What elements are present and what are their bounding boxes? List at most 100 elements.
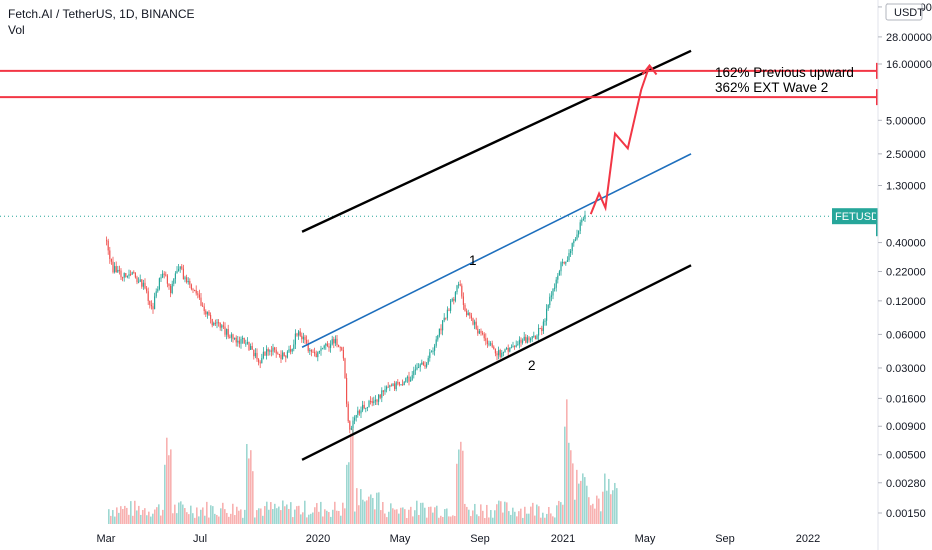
candle-body xyxy=(402,384,404,386)
volume-bar xyxy=(444,509,446,524)
volume-bar xyxy=(240,509,242,524)
y-tick-label: 5.00000 xyxy=(886,115,926,127)
volume-bar xyxy=(254,517,256,524)
y-tick-label: 0.06000 xyxy=(886,329,926,341)
volume-bar xyxy=(450,516,452,524)
candle-body xyxy=(566,260,568,262)
volume-bar xyxy=(462,450,464,524)
candle-body xyxy=(442,320,444,331)
candle-body xyxy=(211,318,213,326)
volume-bar xyxy=(272,509,274,524)
candle-body xyxy=(536,335,538,340)
candle-body xyxy=(392,383,394,387)
candle-body xyxy=(117,269,119,273)
candle-body xyxy=(518,339,520,345)
candle-body xyxy=(250,346,252,350)
candle-body xyxy=(216,322,218,324)
volume-bar xyxy=(472,510,474,524)
candle-body xyxy=(523,336,525,341)
candle-body xyxy=(414,369,416,371)
volume-bar xyxy=(390,503,392,524)
candle-body xyxy=(491,343,493,347)
candle-body xyxy=(448,309,450,311)
volume-bar xyxy=(228,516,230,524)
volume-bar xyxy=(502,512,504,524)
volume-bar xyxy=(110,515,112,524)
candle-body xyxy=(333,339,335,344)
candle-body xyxy=(435,339,437,346)
candle-body xyxy=(426,363,428,367)
volume-bar xyxy=(338,510,340,524)
volume-bar xyxy=(416,500,418,524)
volume-bar xyxy=(556,505,558,524)
volume-bar xyxy=(278,506,280,524)
volume-bar xyxy=(154,509,156,524)
volume-bar xyxy=(380,510,382,524)
candle-body xyxy=(418,367,420,369)
volume-bar xyxy=(540,517,542,524)
volume-bar xyxy=(612,490,614,524)
candle-body xyxy=(154,296,156,310)
volume-bar xyxy=(544,517,546,524)
candle-body xyxy=(379,394,381,398)
volume-bar xyxy=(392,508,394,524)
candle-body xyxy=(560,262,562,272)
candle-body xyxy=(232,334,234,339)
volume-bar xyxy=(268,509,270,524)
candle-body xyxy=(302,336,304,340)
candle-body xyxy=(547,305,549,309)
volume-bar xyxy=(324,509,326,524)
candle-body xyxy=(304,336,306,340)
candle-body xyxy=(323,345,325,349)
volume-bar xyxy=(232,503,234,524)
candle-body xyxy=(570,250,572,254)
candle-body xyxy=(389,385,391,387)
candle-body xyxy=(432,350,434,352)
volume-bar xyxy=(206,501,208,524)
candle-body xyxy=(478,331,480,334)
volume-bar xyxy=(108,509,110,524)
candle-body xyxy=(462,296,464,305)
candle-body xyxy=(272,347,274,352)
volume-bar xyxy=(198,516,200,524)
candle-body xyxy=(189,281,191,285)
volume-bar xyxy=(312,512,314,524)
candle-body xyxy=(118,269,120,271)
volume-bar xyxy=(202,507,204,524)
volume-bar xyxy=(490,510,492,524)
candle-body xyxy=(331,339,333,345)
volume-bar xyxy=(176,513,178,524)
candle-body xyxy=(338,344,340,347)
y-tick-label: 0.03000 xyxy=(886,363,926,375)
candle-body xyxy=(390,385,392,387)
volume-bar xyxy=(344,508,346,524)
volume-bar xyxy=(600,511,602,524)
volume-bar xyxy=(334,501,336,524)
mid-trend-line xyxy=(301,153,692,348)
candle-body xyxy=(282,352,284,360)
candle-body xyxy=(261,358,263,364)
candle-body xyxy=(370,400,372,402)
volume-bar xyxy=(454,515,456,524)
volume-bar xyxy=(496,504,498,524)
candle-body xyxy=(184,277,186,280)
candle-body xyxy=(464,304,466,311)
volume-bar xyxy=(360,489,362,524)
volume-bar xyxy=(134,500,136,524)
volume-bar xyxy=(536,504,538,524)
candle-body xyxy=(398,382,400,385)
candle-body xyxy=(549,296,551,306)
candle-body xyxy=(298,331,300,336)
candle-body xyxy=(397,382,399,384)
candle-body xyxy=(443,317,445,321)
volume-bar xyxy=(610,494,612,524)
candle-body xyxy=(309,349,311,351)
volume-bar xyxy=(274,503,276,524)
volume-bar xyxy=(440,515,442,524)
candle-body xyxy=(467,312,469,316)
volume-bar xyxy=(512,507,514,524)
candle-body xyxy=(214,322,216,324)
candle-body xyxy=(486,340,488,344)
volume-bar xyxy=(410,506,412,524)
